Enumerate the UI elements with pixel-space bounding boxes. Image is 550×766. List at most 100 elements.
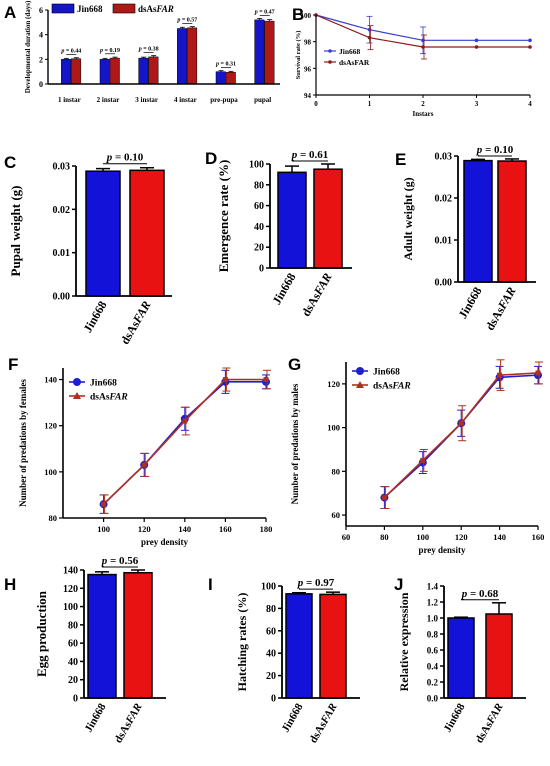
y-tick-label: 20 — [254, 243, 264, 254]
p-value-label: p = 0.44 — [60, 48, 81, 54]
x-tick-label: 3 instar — [135, 96, 158, 104]
legend-marker-dsasfar — [356, 381, 364, 388]
data-point — [474, 38, 479, 43]
panel-letter-c: C — [4, 153, 16, 172]
y-tick-label: 1.0 — [427, 614, 439, 624]
legend-marker-jin668 — [73, 378, 81, 386]
x-tick-label: Jin668 — [83, 701, 109, 734]
data-point — [182, 418, 188, 424]
y-tick-label: 100 — [301, 12, 312, 20]
x-tick-label: dsAsFAR — [483, 285, 519, 333]
x-tick-label: 0 — [314, 100, 318, 108]
y-tick-label: 0.6 — [427, 646, 439, 656]
y-tick-label: 98 — [304, 39, 312, 47]
y-tick-label: 120 — [63, 584, 78, 595]
legend-label-dsasfar: dsAsFAR — [373, 382, 411, 392]
x-tick-label: 120 — [455, 532, 468, 542]
y-tick-label: 0.01 — [53, 248, 71, 259]
panel-letter-j: J — [394, 575, 403, 594]
bar-dsasfar — [109, 57, 120, 85]
bar-dsasfar — [225, 72, 236, 85]
y-tick-label: 140 — [44, 375, 57, 385]
y-tick-label: 0 — [259, 264, 264, 275]
legend-label-dsasfar: dsAsFAR — [90, 393, 128, 403]
bar-dsasfar — [313, 168, 343, 269]
p-value-label: p = 0.56 — [101, 555, 139, 567]
bar-jin668 — [138, 57, 149, 85]
x-axis-title: prey density — [141, 537, 189, 547]
bar-jin668 — [447, 617, 475, 699]
y-axis-title: Developmental duration (days) — [24, 0, 32, 93]
y-tick-label: 100 — [63, 602, 78, 613]
x-tick-label: 180 — [260, 524, 273, 534]
y-tick-label: 120 — [327, 379, 340, 389]
p-value-label: p = 0.68 — [461, 588, 499, 600]
x-tick-label: 2 instar — [97, 96, 120, 104]
x-tick-label: dsAsFAR — [112, 702, 144, 746]
y-axis-title: Number of predations by males — [290, 383, 300, 504]
y-tick-label: 0.02 — [435, 194, 453, 205]
data-point — [420, 457, 426, 463]
bar-dsasfar — [485, 613, 513, 699]
x-tick-label: 160 — [219, 524, 232, 534]
legend-label-dsasfar: dsAsFAR — [138, 4, 174, 14]
y-tick-label: 96 — [304, 65, 312, 73]
y-tick-label: 100 — [44, 467, 57, 477]
y-tick-label: 60 — [68, 639, 78, 650]
x-tick-label: pre-pupa — [210, 96, 238, 104]
y-tick-label: 0.00 — [435, 278, 453, 289]
panel-letter-i: I — [208, 575, 213, 594]
legend-swatch-jin668 — [51, 3, 75, 14]
legend-label-jin668: Jin668 — [373, 368, 400, 378]
y-tick-label: 20 — [266, 671, 276, 682]
x-tick-label: Jin668 — [269, 271, 298, 307]
data-point — [367, 35, 372, 40]
bar-jin668 — [215, 71, 226, 85]
x-tick-label: 1 instar — [58, 96, 81, 104]
y-axis-title: Number of predations by females — [18, 379, 28, 507]
x-tick-label: 160 — [532, 532, 545, 542]
y-tick-label: 80 — [68, 620, 78, 631]
y-tick-label: 40 — [254, 222, 264, 233]
bar-dsasfar — [123, 571, 153, 699]
y-tick-label: 0.2 — [427, 678, 439, 688]
data-point — [421, 45, 425, 49]
data-point — [528, 38, 532, 43]
x-tick-label: Jin668 — [442, 701, 468, 734]
bar-jin668 — [99, 59, 110, 85]
panel-letter-h: H — [4, 575, 16, 594]
x-tick-label: 100 — [416, 532, 429, 542]
bar-jin668 — [61, 59, 72, 85]
y-tick-label: 1.4 — [427, 582, 439, 592]
y-axis-title: Emergence rate (%) — [216, 160, 231, 273]
p-value-label: p = 0.38 — [138, 47, 159, 53]
bar-dsasfar — [319, 593, 347, 699]
bar-dsasfar — [129, 169, 165, 297]
y-tick-label: 40 — [68, 657, 78, 668]
x-tick-label: pupal — [254, 96, 271, 104]
x-tick-label: 4 — [528, 100, 532, 108]
x-axis-title: Instars — [412, 110, 433, 118]
x-tick-label: 4 instar — [174, 96, 197, 104]
x-tick-label: dsAsFAR — [299, 271, 335, 319]
x-tick-label: dsAsFAR — [307, 702, 339, 746]
data-point — [458, 420, 464, 426]
data-point — [141, 462, 147, 468]
legend-label-jin668: Jin668 — [77, 4, 103, 14]
y-axis-title: Egg production — [34, 590, 49, 677]
x-tick-label: dsAsFAR — [473, 702, 505, 746]
y-tick-label: 60 — [332, 510, 341, 520]
legend-marker-jin668 — [356, 367, 364, 375]
data-point — [497, 372, 503, 378]
legend-swatch-dsasfar — [112, 3, 136, 14]
p-value-label: p = 0.19 — [99, 48, 120, 54]
y-tick-label: 100 — [327, 423, 340, 433]
data-point — [381, 495, 387, 501]
p-value-label: p = 0.10 — [476, 144, 514, 156]
y-tick-label: 80 — [332, 466, 341, 476]
y-tick-label: 0.00 — [53, 292, 71, 303]
bar-jin668 — [87, 573, 117, 699]
y-tick-label: 60 — [254, 201, 264, 212]
y-tick-label: 60 — [266, 626, 276, 637]
